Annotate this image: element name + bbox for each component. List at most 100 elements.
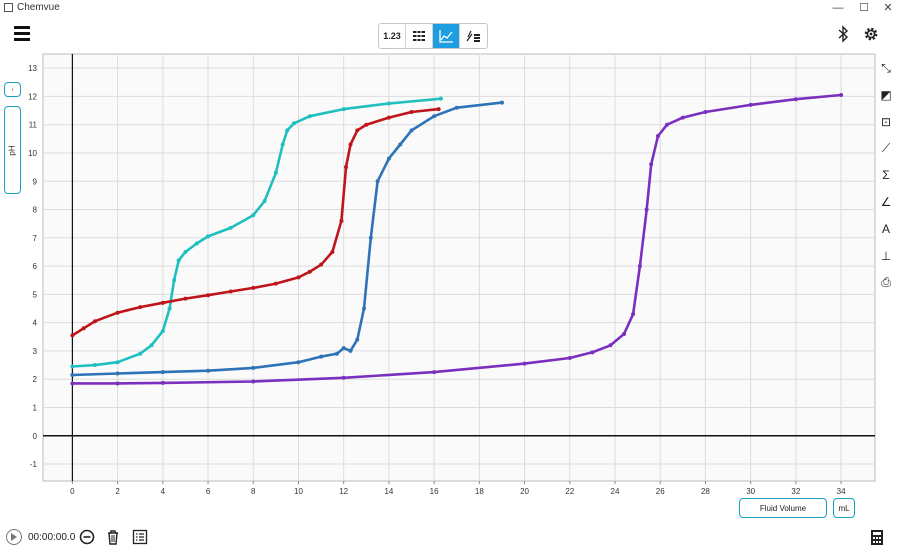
data-point: [115, 310, 120, 315]
meter-view-button[interactable]: 1.23: [379, 24, 406, 48]
data-point: [307, 114, 312, 119]
y-tick-label: 8: [33, 206, 38, 215]
annotate-icon[interactable]: A: [881, 221, 890, 236]
data-point: [70, 381, 75, 386]
maximize-button[interactable]: ☐: [859, 2, 869, 14]
meter-icon: 1.23: [383, 31, 401, 41]
x-tick-label: 20: [520, 487, 529, 496]
x-axis-unit-button[interactable]: mL: [833, 498, 855, 518]
autoscale-icon[interactable]: ⤡: [881, 61, 891, 75]
data-point: [160, 370, 165, 375]
x-tick-label: 2: [115, 487, 120, 496]
graph-table-icon: [466, 30, 480, 42]
data-point: [567, 355, 572, 360]
bottom-bar: 00:00:00.0: [0, 523, 900, 553]
y-tick-label: -1: [30, 460, 38, 469]
data-point: [409, 128, 414, 133]
sum-icon[interactable]: Σ: [882, 168, 890, 183]
y-axis-selector-button[interactable]: -: [4, 82, 21, 97]
play-icon[interactable]: [6, 529, 22, 545]
data-point: [341, 346, 346, 351]
x-axis-label-button[interactable]: Fluid Volume: [739, 498, 827, 518]
x-tick-label: 4: [161, 487, 166, 496]
data-point: [339, 218, 344, 223]
data-point: [355, 128, 360, 133]
data-point: [748, 102, 753, 107]
data-point: [793, 97, 798, 102]
app-icon: [4, 3, 13, 12]
hamburger-menu-icon[interactable]: [14, 26, 30, 41]
data-point: [499, 100, 504, 105]
view-mode-selector: 1.23: [378, 23, 488, 49]
x-tick-label: 18: [475, 487, 484, 496]
data-point: [291, 121, 296, 126]
y-tick-label: 12: [28, 92, 37, 101]
data-point: [348, 348, 353, 353]
data-point: [176, 258, 181, 263]
graph-tools-panel: ⤡ ◩ ⊡ ⟋ Σ ∠ A ⊥ ⎙: [878, 60, 898, 301]
data-point: [160, 329, 165, 334]
x-tick-label: 12: [339, 487, 348, 496]
curve-fit-icon[interactable]: ⟋: [881, 141, 891, 156]
x-tick-label: 6: [206, 487, 211, 496]
table-view-button[interactable]: [406, 24, 433, 48]
tangent-icon[interactable]: ∠: [880, 194, 892, 209]
data-point: [655, 134, 660, 139]
data-point: [183, 296, 188, 301]
x-tick-label: 22: [565, 487, 574, 496]
data-list-icon[interactable]: [131, 528, 149, 546]
zoom-fit-icon[interactable]: ⊡: [880, 114, 892, 129]
trash-icon[interactable]: [104, 528, 122, 546]
x-tick-label: 24: [611, 487, 620, 496]
minimize-button[interactable]: —: [832, 2, 844, 14]
data-point: [206, 368, 211, 373]
graph-table-view-button[interactable]: [460, 24, 487, 48]
data-point: [341, 107, 346, 112]
zero-sensor-icon[interactable]: [78, 528, 96, 546]
data-point: [183, 249, 188, 254]
data-point: [280, 142, 285, 147]
data-point: [368, 235, 373, 240]
add-axis-icon[interactable]: ⊥: [880, 248, 892, 263]
y-axis-label-button[interactable]: pH: [4, 106, 21, 194]
titration-chart[interactable]: 0 2 4 6 8 10 12 14 16 18 20 22 24 26 28 30 32 34-10123456…: [0, 52, 900, 522]
data-point: [409, 109, 414, 114]
data-point: [644, 207, 649, 212]
data-point: [172, 278, 177, 283]
gear-icon[interactable]: [862, 25, 880, 43]
y-tick-label: 5: [33, 290, 38, 299]
data-point: [622, 331, 627, 336]
data-point: [348, 142, 353, 147]
data-point: [631, 312, 636, 317]
y-tick-label: 0: [33, 432, 38, 441]
y-tick-label: 2: [33, 375, 38, 384]
data-point: [364, 122, 369, 127]
data-point: [296, 275, 301, 280]
bluetooth-icon[interactable]: [836, 25, 850, 43]
x-tick-label: 0: [70, 487, 75, 496]
data-point: [228, 225, 233, 230]
y-tick-label: 1: [33, 403, 38, 412]
select-region-icon[interactable]: ◩: [880, 87, 892, 102]
data-point: [285, 128, 290, 133]
x-tick-label: 14: [384, 487, 393, 496]
calculator-icon[interactable]: [870, 529, 884, 546]
data-point: [160, 300, 165, 305]
export-icon[interactable]: ⎙: [881, 275, 891, 290]
data-point: [206, 293, 211, 298]
data-point: [70, 364, 75, 369]
data-point: [319, 354, 324, 359]
close-button[interactable]: ✕: [883, 2, 893, 14]
graph-view-button[interactable]: [433, 24, 460, 48]
y-tick-label: 11: [29, 121, 38, 130]
x-tick-label: 30: [746, 487, 755, 496]
data-point: [436, 107, 441, 112]
window-titlebar: Chemvue — ☐ ✕: [0, 0, 900, 16]
data-point: [93, 319, 97, 324]
data-point: [637, 264, 642, 269]
data-point: [375, 179, 380, 184]
data-point: [703, 109, 708, 114]
data-point: [251, 213, 256, 218]
x-tick-label: 26: [656, 487, 665, 496]
data-point: [149, 343, 154, 348]
